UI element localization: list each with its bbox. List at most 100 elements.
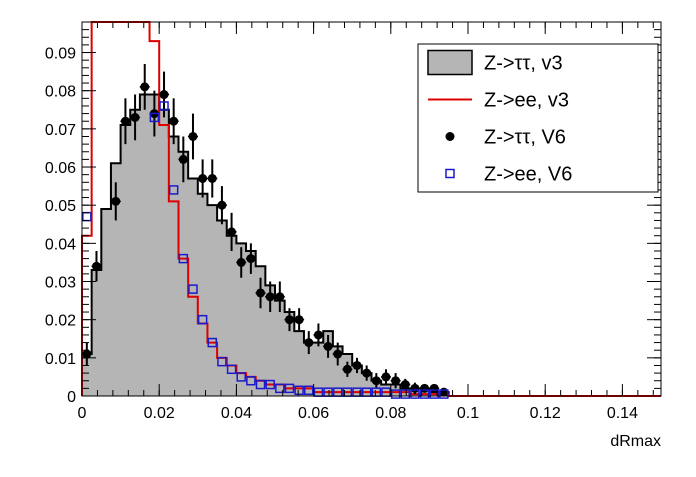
tautau-v6-dot bbox=[217, 200, 227, 210]
ee-v6-square bbox=[304, 385, 314, 396]
tautau-v6-point bbox=[216, 186, 227, 225]
ee-v6-square bbox=[226, 364, 237, 375]
y-tick-label: 0.08 bbox=[45, 84, 76, 101]
tautau-v6-dot bbox=[198, 173, 208, 183]
legend-entries: Z->ττ, v3 Z->ee, v3 Z->ττ, V6 Z->ee, V6 bbox=[427, 49, 572, 186]
y-tick-label: 0.03 bbox=[45, 275, 76, 292]
tautau-v6-dot bbox=[111, 196, 121, 206]
tautau-v6-dot bbox=[313, 330, 323, 340]
tautau-v6-dot bbox=[178, 154, 188, 164]
tautau-v6-point bbox=[332, 342, 343, 366]
legend-label: Z->ττ, v3 bbox=[484, 53, 563, 75]
x-tick-label: 0 bbox=[78, 405, 87, 422]
tautau-v6-dot bbox=[371, 376, 381, 386]
tautau-v6-point bbox=[120, 98, 131, 145]
tautau-v6-dot bbox=[120, 116, 130, 126]
ee-v6-square bbox=[439, 389, 449, 399]
tautau-v6-dot bbox=[381, 372, 391, 382]
tautau-v6-dot bbox=[207, 173, 217, 183]
legend-swatch-dot bbox=[445, 132, 455, 141]
legend-label: Z->ee, v3 bbox=[484, 90, 569, 112]
tautau-v6-dot bbox=[275, 292, 285, 302]
tautau-v6-point bbox=[274, 281, 285, 313]
markers-layer bbox=[81, 63, 449, 399]
tautau-v6-dot bbox=[140, 82, 150, 92]
ee-v3-line bbox=[81, 21, 661, 397]
legend-entry: Z->ττ, v3 bbox=[427, 49, 563, 76]
ee-v6-square bbox=[419, 389, 430, 399]
tautau-v6-point bbox=[168, 98, 179, 145]
tautau-v6-dot bbox=[236, 257, 246, 267]
ee-v6-square bbox=[246, 375, 256, 386]
tautau-v6-point bbox=[197, 159, 208, 198]
legend-entry: Z->ee, v3 bbox=[428, 90, 569, 112]
tautau-v6-point bbox=[342, 361, 353, 377]
tautau-v6-dot bbox=[256, 288, 266, 298]
tautau-v6-dot bbox=[304, 338, 314, 348]
y-tick-label: 0.07 bbox=[45, 122, 76, 139]
tautau-v6-point bbox=[361, 365, 372, 381]
y-tick-label: 0.04 bbox=[45, 236, 76, 253]
x-tick-label: 0.06 bbox=[298, 405, 329, 422]
x-tick-label: 0.12 bbox=[530, 405, 561, 422]
x-tick-label: 0.1 bbox=[457, 405, 479, 422]
tautau-v6-point bbox=[352, 357, 363, 374]
y-tick-label: 0.06 bbox=[45, 160, 76, 177]
ee-v3-layer bbox=[81, 21, 661, 397]
ee-v6-square bbox=[400, 389, 411, 399]
plot-frame bbox=[81, 21, 662, 397]
tautau-v6-dot bbox=[227, 227, 237, 237]
tautau-v6-dot bbox=[410, 383, 420, 393]
tautau-v6-dot bbox=[159, 90, 169, 100]
tautau-v6-dot bbox=[82, 349, 92, 359]
tautau-v6-point bbox=[81, 342, 92, 366]
tautau-v6-dot bbox=[294, 315, 304, 325]
tautau-v6-point bbox=[294, 308, 305, 332]
tautau-v6-point bbox=[91, 250, 102, 282]
legend: Z->ττ, v3 Z->ee, v3 Z->ττ, V6 Z->ee, V6 bbox=[417, 43, 659, 193]
tautau-v6-dot bbox=[362, 368, 372, 378]
x-tick-label: 0.14 bbox=[607, 405, 638, 422]
ee-v6-square bbox=[149, 112, 160, 123]
tautau-v6-point bbox=[303, 331, 314, 355]
ee-v6-square bbox=[265, 379, 275, 390]
y-tick-label: 0 bbox=[67, 389, 76, 406]
tautau-v6-dot bbox=[439, 387, 449, 397]
ee-v6-square bbox=[236, 372, 246, 382]
tautau-v6-point bbox=[236, 247, 247, 278]
ee-v6-square bbox=[410, 389, 420, 399]
tautau-v6-point bbox=[139, 63, 150, 110]
tautau-v6-point bbox=[178, 136, 189, 183]
tautau-v6-point bbox=[110, 182, 121, 221]
tautau-v6-dot bbox=[188, 131, 198, 141]
tautau-v6-dot bbox=[342, 364, 352, 374]
tautau-v6-point bbox=[265, 281, 276, 313]
tautau-v6-point bbox=[187, 113, 198, 160]
tautau-v6-point bbox=[313, 323, 324, 347]
legend-swatch-fill bbox=[427, 49, 473, 76]
legend-entry: Z->ττ, V6 bbox=[445, 127, 566, 149]
tautau-v6-dot bbox=[246, 254, 256, 264]
tautau-v6-point bbox=[245, 243, 256, 274]
tautau-v6-point bbox=[380, 369, 391, 385]
tautau-v6-dot bbox=[391, 376, 401, 386]
legend-label: Z->ee, V6 bbox=[484, 164, 572, 186]
ee-v6-square bbox=[429, 389, 439, 399]
tautau-v6-dot bbox=[333, 349, 343, 359]
ee-v6-square bbox=[390, 389, 401, 399]
x-tick-label: 0.04 bbox=[221, 405, 252, 422]
ee-v6-square bbox=[275, 383, 285, 394]
ee-v6-square bbox=[197, 314, 208, 325]
tautau-v6-dot bbox=[91, 261, 101, 271]
ee-v6-square bbox=[168, 185, 179, 195]
tautau-v6-dot bbox=[265, 292, 275, 302]
y-tick-label: 0.01 bbox=[45, 351, 76, 368]
tautau-v6-point bbox=[323, 334, 334, 358]
legend-label: Z->ττ, V6 bbox=[484, 127, 566, 149]
y-tick-label: 0.05 bbox=[45, 198, 76, 215]
x-tick-label: 0.02 bbox=[144, 405, 175, 422]
tautau-v6-dot bbox=[284, 315, 294, 325]
ee-v6-square bbox=[255, 379, 266, 390]
